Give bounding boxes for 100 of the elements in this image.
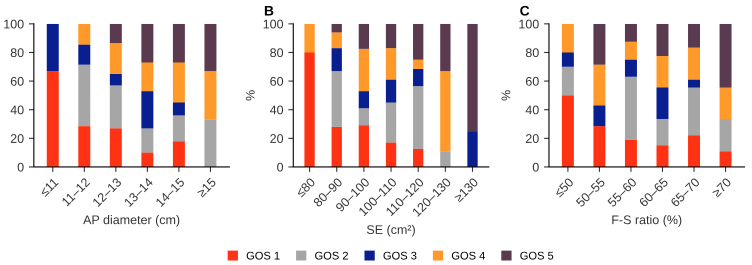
bar bbox=[562, 52, 574, 67]
y-tick-label: 100 bbox=[4, 20, 24, 28]
bar bbox=[656, 24, 668, 56]
y-tick-label: 100 bbox=[264, 20, 284, 28]
bar bbox=[593, 126, 606, 167]
chart-title: B bbox=[264, 6, 274, 16]
bar bbox=[720, 151, 732, 167]
legend-label: GOS 2 bbox=[315, 252, 348, 260]
x-axis-title: SE (cm²) bbox=[366, 224, 415, 237]
bar bbox=[656, 56, 668, 88]
bar bbox=[656, 145, 668, 167]
bar bbox=[562, 24, 574, 52]
y-tick-label: 0 bbox=[18, 162, 24, 172]
legend-label: GOS 1 bbox=[246, 252, 280, 260]
bar bbox=[562, 95, 574, 167]
legend-label: GOS 3 bbox=[384, 252, 416, 260]
bar bbox=[110, 43, 122, 74]
bar bbox=[688, 80, 700, 88]
bar bbox=[688, 135, 700, 167]
legend-label: GOS 5 bbox=[520, 252, 554, 260]
bar bbox=[720, 119, 732, 152]
y-tick-label: 20 bbox=[270, 134, 284, 143]
y-tick-label: 40 bbox=[10, 106, 24, 114]
y-tick-label: 0 bbox=[532, 162, 539, 172]
bar bbox=[358, 48, 370, 92]
chart-title: C bbox=[520, 6, 530, 16]
bar bbox=[656, 88, 668, 120]
bar bbox=[720, 24, 732, 88]
bar bbox=[413, 86, 424, 150]
bar bbox=[624, 24, 637, 42]
x-tick-label: ≥70 bbox=[711, 177, 732, 198]
bar bbox=[204, 71, 216, 120]
bar bbox=[593, 105, 606, 126]
bar bbox=[386, 142, 396, 167]
bar bbox=[172, 115, 185, 142]
y-tick-label: 20 bbox=[526, 134, 539, 143]
y-axis-title: % bbox=[502, 90, 510, 101]
bar bbox=[467, 24, 478, 132]
bar bbox=[467, 131, 478, 167]
bar bbox=[386, 48, 396, 80]
bar bbox=[413, 149, 424, 167]
bar bbox=[624, 140, 637, 167]
bar bbox=[562, 66, 574, 96]
bar bbox=[332, 48, 342, 72]
bar bbox=[358, 108, 370, 126]
y-tick-label: 40 bbox=[270, 106, 284, 114]
bar bbox=[358, 24, 370, 49]
bar bbox=[440, 71, 451, 152]
bar bbox=[141, 152, 154, 167]
bar bbox=[386, 80, 396, 103]
bar bbox=[141, 128, 154, 153]
y-tick-label: 80 bbox=[270, 48, 284, 58]
bar bbox=[332, 126, 342, 167]
x-tick-label: ≤50 bbox=[554, 177, 574, 198]
bar bbox=[440, 24, 451, 72]
bar bbox=[720, 88, 732, 120]
bar bbox=[624, 60, 637, 77]
bar bbox=[110, 128, 122, 167]
bar bbox=[386, 24, 396, 48]
y-tick-label: 100 bbox=[519, 20, 539, 28]
bar bbox=[141, 62, 154, 92]
bar bbox=[688, 88, 700, 136]
x-tick-label: ≥15 bbox=[196, 177, 217, 198]
x-tick-label: ≤80 bbox=[295, 177, 316, 198]
y-tick-label: 60 bbox=[526, 76, 539, 86]
bar bbox=[110, 24, 122, 44]
y-axis-title: % bbox=[246, 90, 255, 101]
bar bbox=[78, 126, 90, 167]
bar bbox=[172, 24, 185, 62]
y-tick-label: 60 bbox=[10, 76, 24, 86]
bar bbox=[304, 52, 315, 167]
bar bbox=[110, 74, 122, 86]
bar bbox=[141, 24, 154, 62]
bar bbox=[440, 151, 451, 167]
y-tick-label: 0 bbox=[277, 162, 284, 172]
bar bbox=[46, 24, 59, 72]
bar bbox=[413, 68, 424, 86]
legend-label: GOS 4 bbox=[452, 252, 485, 260]
bar bbox=[332, 24, 342, 32]
bar bbox=[172, 62, 185, 103]
bar bbox=[204, 120, 216, 167]
x-axis-title: AP diameter (cm) bbox=[83, 215, 180, 227]
bar bbox=[624, 42, 637, 60]
y-tick-label: 40 bbox=[526, 106, 539, 114]
x-axis-title: F-S ratio (%) bbox=[612, 215, 682, 227]
y-tick-label: 80 bbox=[10, 48, 24, 58]
bar bbox=[688, 47, 700, 80]
bar bbox=[172, 102, 185, 116]
bar bbox=[386, 102, 396, 143]
y-tick-label: 60 bbox=[270, 76, 284, 86]
bar bbox=[332, 71, 342, 127]
bar bbox=[413, 24, 424, 60]
bar bbox=[593, 64, 606, 106]
bar bbox=[332, 32, 342, 48]
bar bbox=[204, 24, 216, 72]
bar bbox=[172, 141, 185, 167]
y-tick-label: 80 bbox=[526, 48, 539, 58]
x-tick-label: ≤11 bbox=[39, 177, 59, 197]
bar bbox=[593, 24, 606, 65]
bar bbox=[110, 85, 122, 128]
